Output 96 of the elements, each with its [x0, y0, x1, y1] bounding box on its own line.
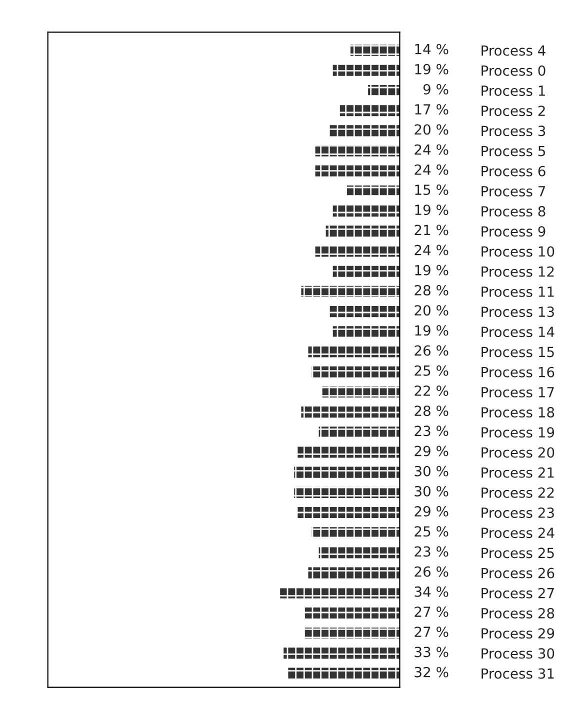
y-tick-label: Process 9 — [482, 226, 546, 237]
data-label: 25 % — [414, 365, 448, 376]
y-tick-label: Process 18 — [482, 407, 554, 418]
data-label: 15 % — [415, 184, 448, 196]
bar — [308, 567, 400, 578]
y-tick-label: Process 4 — [482, 45, 546, 56]
data-label: 30 % — [414, 466, 448, 476]
y-tick-label: Process 10 — [482, 246, 554, 257]
y-tick-label: Process 7 — [482, 186, 546, 196]
y-tick-label: Process 28 — [482, 608, 554, 618]
bar — [329, 125, 400, 136]
bar — [280, 587, 400, 598]
y-tick-label: Process 22 — [482, 487, 554, 498]
data-label: 34 % — [414, 586, 448, 597]
data-label: 23 % — [414, 546, 448, 557]
bar — [340, 105, 400, 116]
bar — [294, 486, 400, 498]
bar — [332, 326, 400, 338]
y-tick-label: Process 21 — [482, 467, 554, 478]
y-tick-label: Process 13 — [482, 306, 554, 318]
data-label: 21 % — [414, 224, 448, 236]
data-label: 22 % — [414, 385, 448, 396]
data-label: 20 % — [414, 124, 448, 135]
bar — [315, 145, 400, 156]
data-label: 28 % — [414, 284, 448, 296]
y-tick-label: Process 8 — [482, 206, 546, 217]
data-label: 14 % — [415, 44, 448, 54]
y-tick-label: Process 2 — [482, 106, 545, 116]
data-label: 26 % — [414, 566, 448, 577]
y-tick-label: Process 17 — [482, 387, 554, 398]
data-label: 32 % — [414, 666, 448, 678]
y-tick-label: Process 19 — [482, 427, 554, 438]
y-tick-label: Process 15 — [482, 346, 554, 358]
bar — [298, 446, 400, 458]
y-tick-label: Process 16 — [482, 366, 554, 378]
y-tick-label: Process 1 — [482, 86, 545, 96]
data-label: 19 % — [415, 64, 448, 74]
bar — [312, 527, 400, 538]
y-tick-label: Process 23 — [482, 507, 554, 518]
data-label: 29 % — [414, 446, 448, 456]
y-tick-label: Process 26 — [482, 568, 554, 578]
data-label: 27 % — [414, 606, 448, 618]
bar — [304, 628, 400, 639]
data-label: 30 % — [414, 486, 448, 496]
bar — [329, 306, 400, 318]
y-tick-label: Process 3 — [482, 126, 546, 136]
data-label: 19 % — [415, 325, 448, 336]
bar — [326, 226, 400, 237]
bar — [332, 266, 400, 277]
bar — [287, 668, 400, 679]
bar — [332, 64, 400, 76]
data-label: 24 % — [414, 244, 448, 256]
bar — [284, 648, 400, 659]
data-label: 26 % — [414, 345, 448, 356]
bar — [304, 607, 400, 619]
data-label: 33 % — [414, 646, 448, 658]
bar — [315, 246, 400, 257]
bar — [346, 185, 400, 197]
data-label: 17 % — [415, 104, 448, 115]
bar — [315, 165, 400, 176]
y-tick-label: Process 27 — [482, 588, 554, 598]
y-tick-label: Process 12 — [482, 266, 554, 277]
data-label: 19 % — [415, 264, 448, 276]
y-tick-label: Process 30 — [482, 648, 554, 659]
bar — [350, 44, 400, 56]
bar — [332, 206, 400, 217]
data-label: 29 % — [414, 506, 448, 517]
bar — [322, 386, 400, 398]
bar — [318, 426, 400, 438]
bar — [308, 346, 400, 358]
data-label: 27 % — [414, 626, 448, 638]
y-tick-label: Process 0 — [482, 65, 546, 76]
bar — [318, 547, 400, 558]
y-tick-label: Process 24 — [482, 528, 554, 538]
data-label: 19 % — [415, 204, 448, 216]
data-label: 24 % — [414, 164, 448, 175]
y-tick-label: Process 29 — [482, 628, 554, 639]
data-label: 23 % — [414, 426, 448, 436]
bar — [298, 506, 400, 518]
y-tick-label: Process 25 — [482, 548, 554, 558]
data-label: 24 % — [414, 144, 448, 155]
bar — [301, 406, 400, 418]
y-tick-label: Process 20 — [482, 447, 554, 458]
data-label: 25 % — [414, 526, 448, 537]
y-tick-label: Process 6 — [482, 166, 546, 176]
data-label: 20 % — [414, 305, 448, 316]
y-tick-label: Process 11 — [482, 286, 554, 297]
y-tick-label: Process 5 — [482, 146, 546, 156]
bar — [312, 366, 400, 378]
bar — [294, 466, 400, 478]
y-tick-label: Process 31 — [482, 668, 554, 679]
bar — [368, 84, 400, 96]
data-label: 9 % — [423, 84, 448, 95]
data-label: 28 % — [414, 406, 448, 416]
y-tick-label: Process 14 — [482, 326, 554, 338]
bar — [301, 286, 400, 297]
